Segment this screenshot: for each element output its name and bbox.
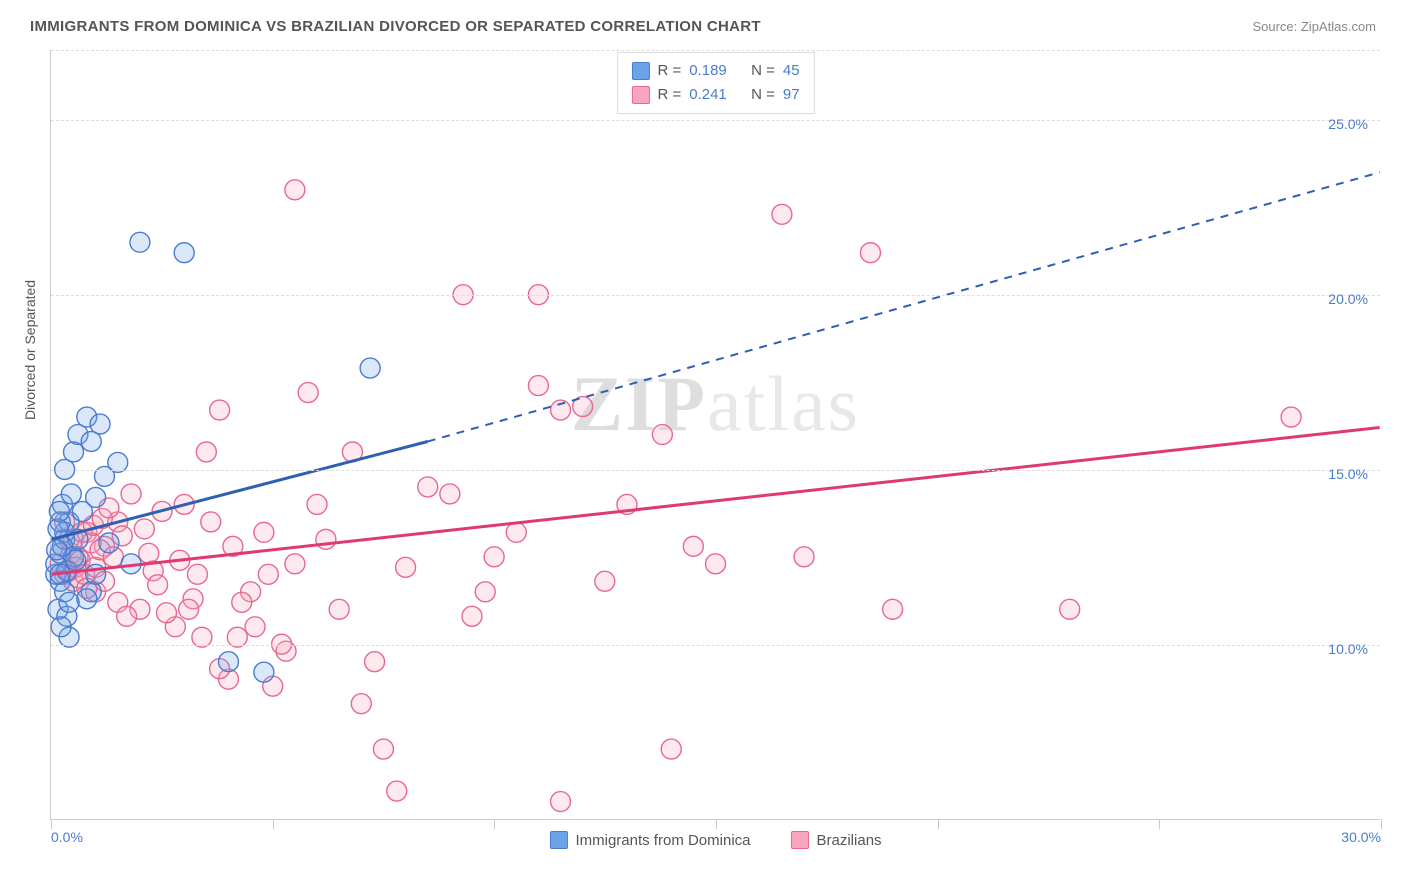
chart-title: IMMIGRANTS FROM DOMINICA VS BRAZILIAN DI… [30, 18, 761, 35]
swatch-pink-2 [791, 831, 809, 849]
swatch-blue-2 [549, 831, 567, 849]
ytick-label: 10.0% [1328, 641, 1368, 657]
legend-bottom: Immigrants from Dominica Brazilians [549, 831, 881, 849]
stats-row-pink: R = 0.241 N = 97 [631, 83, 799, 107]
ytick-label: 25.0% [1328, 116, 1368, 132]
ytick-label: 20.0% [1328, 291, 1368, 307]
stats-legend: R = 0.189 N = 45 R = 0.241 N = 97 [616, 52, 814, 114]
xtick-label: 0.0% [51, 829, 83, 845]
xtick-label: 30.0% [1341, 829, 1381, 845]
y-axis-label: Divorced or Separated [22, 280, 38, 420]
legend-item-pink: Brazilians [791, 831, 882, 849]
plot-area: ZIPatlas R = 0.189 N = 45 R = 0.241 N = … [50, 50, 1380, 820]
swatch-blue [631, 62, 649, 80]
legend-item-blue: Immigrants from Dominica [549, 831, 750, 849]
source-label: Source: ZipAtlas.com [1252, 19, 1376, 34]
stats-row-blue: R = 0.189 N = 45 [631, 59, 799, 83]
scatter-svg [51, 50, 1380, 819]
legend-label-blue: Immigrants from Dominica [575, 832, 750, 849]
swatch-pink [631, 86, 649, 104]
legend-label-pink: Brazilians [817, 832, 882, 849]
ytick-label: 15.0% [1328, 466, 1368, 482]
